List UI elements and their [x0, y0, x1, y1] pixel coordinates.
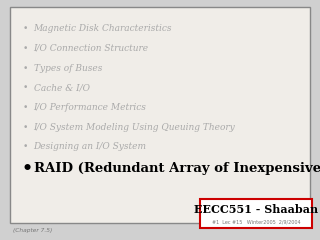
Text: Magnetic Disk Characteristics: Magnetic Disk Characteristics	[34, 24, 172, 33]
Text: EECC551 - Shaaban: EECC551 - Shaaban	[194, 204, 318, 215]
Text: •: •	[22, 44, 28, 53]
Text: •: •	[21, 160, 32, 178]
Text: •: •	[22, 123, 28, 132]
Text: Cache & I/O: Cache & I/O	[34, 83, 90, 92]
Text: Designing an I/O System: Designing an I/O System	[34, 142, 147, 151]
Text: RAID (Redundant Array of Inexpensive Disks): RAID (Redundant Array of Inexpensive Dis…	[34, 162, 320, 175]
Text: •: •	[22, 103, 28, 112]
Text: •: •	[22, 64, 28, 73]
Text: •: •	[22, 24, 28, 33]
Text: #1  Lec #15   Winter2005  2/9/2004: #1 Lec #15 Winter2005 2/9/2004	[212, 219, 300, 224]
Text: •: •	[22, 142, 28, 151]
Text: •: •	[22, 83, 28, 92]
Text: I/O System Modeling Using Queuing Theory: I/O System Modeling Using Queuing Theory	[34, 123, 235, 132]
Text: I/O Performance Metrics: I/O Performance Metrics	[34, 103, 147, 112]
FancyBboxPatch shape	[200, 199, 312, 228]
Text: Types of Buses: Types of Buses	[34, 64, 102, 73]
Text: I/O Connection Structure: I/O Connection Structure	[34, 44, 149, 53]
Text: (Chapter 7.5): (Chapter 7.5)	[13, 228, 52, 233]
